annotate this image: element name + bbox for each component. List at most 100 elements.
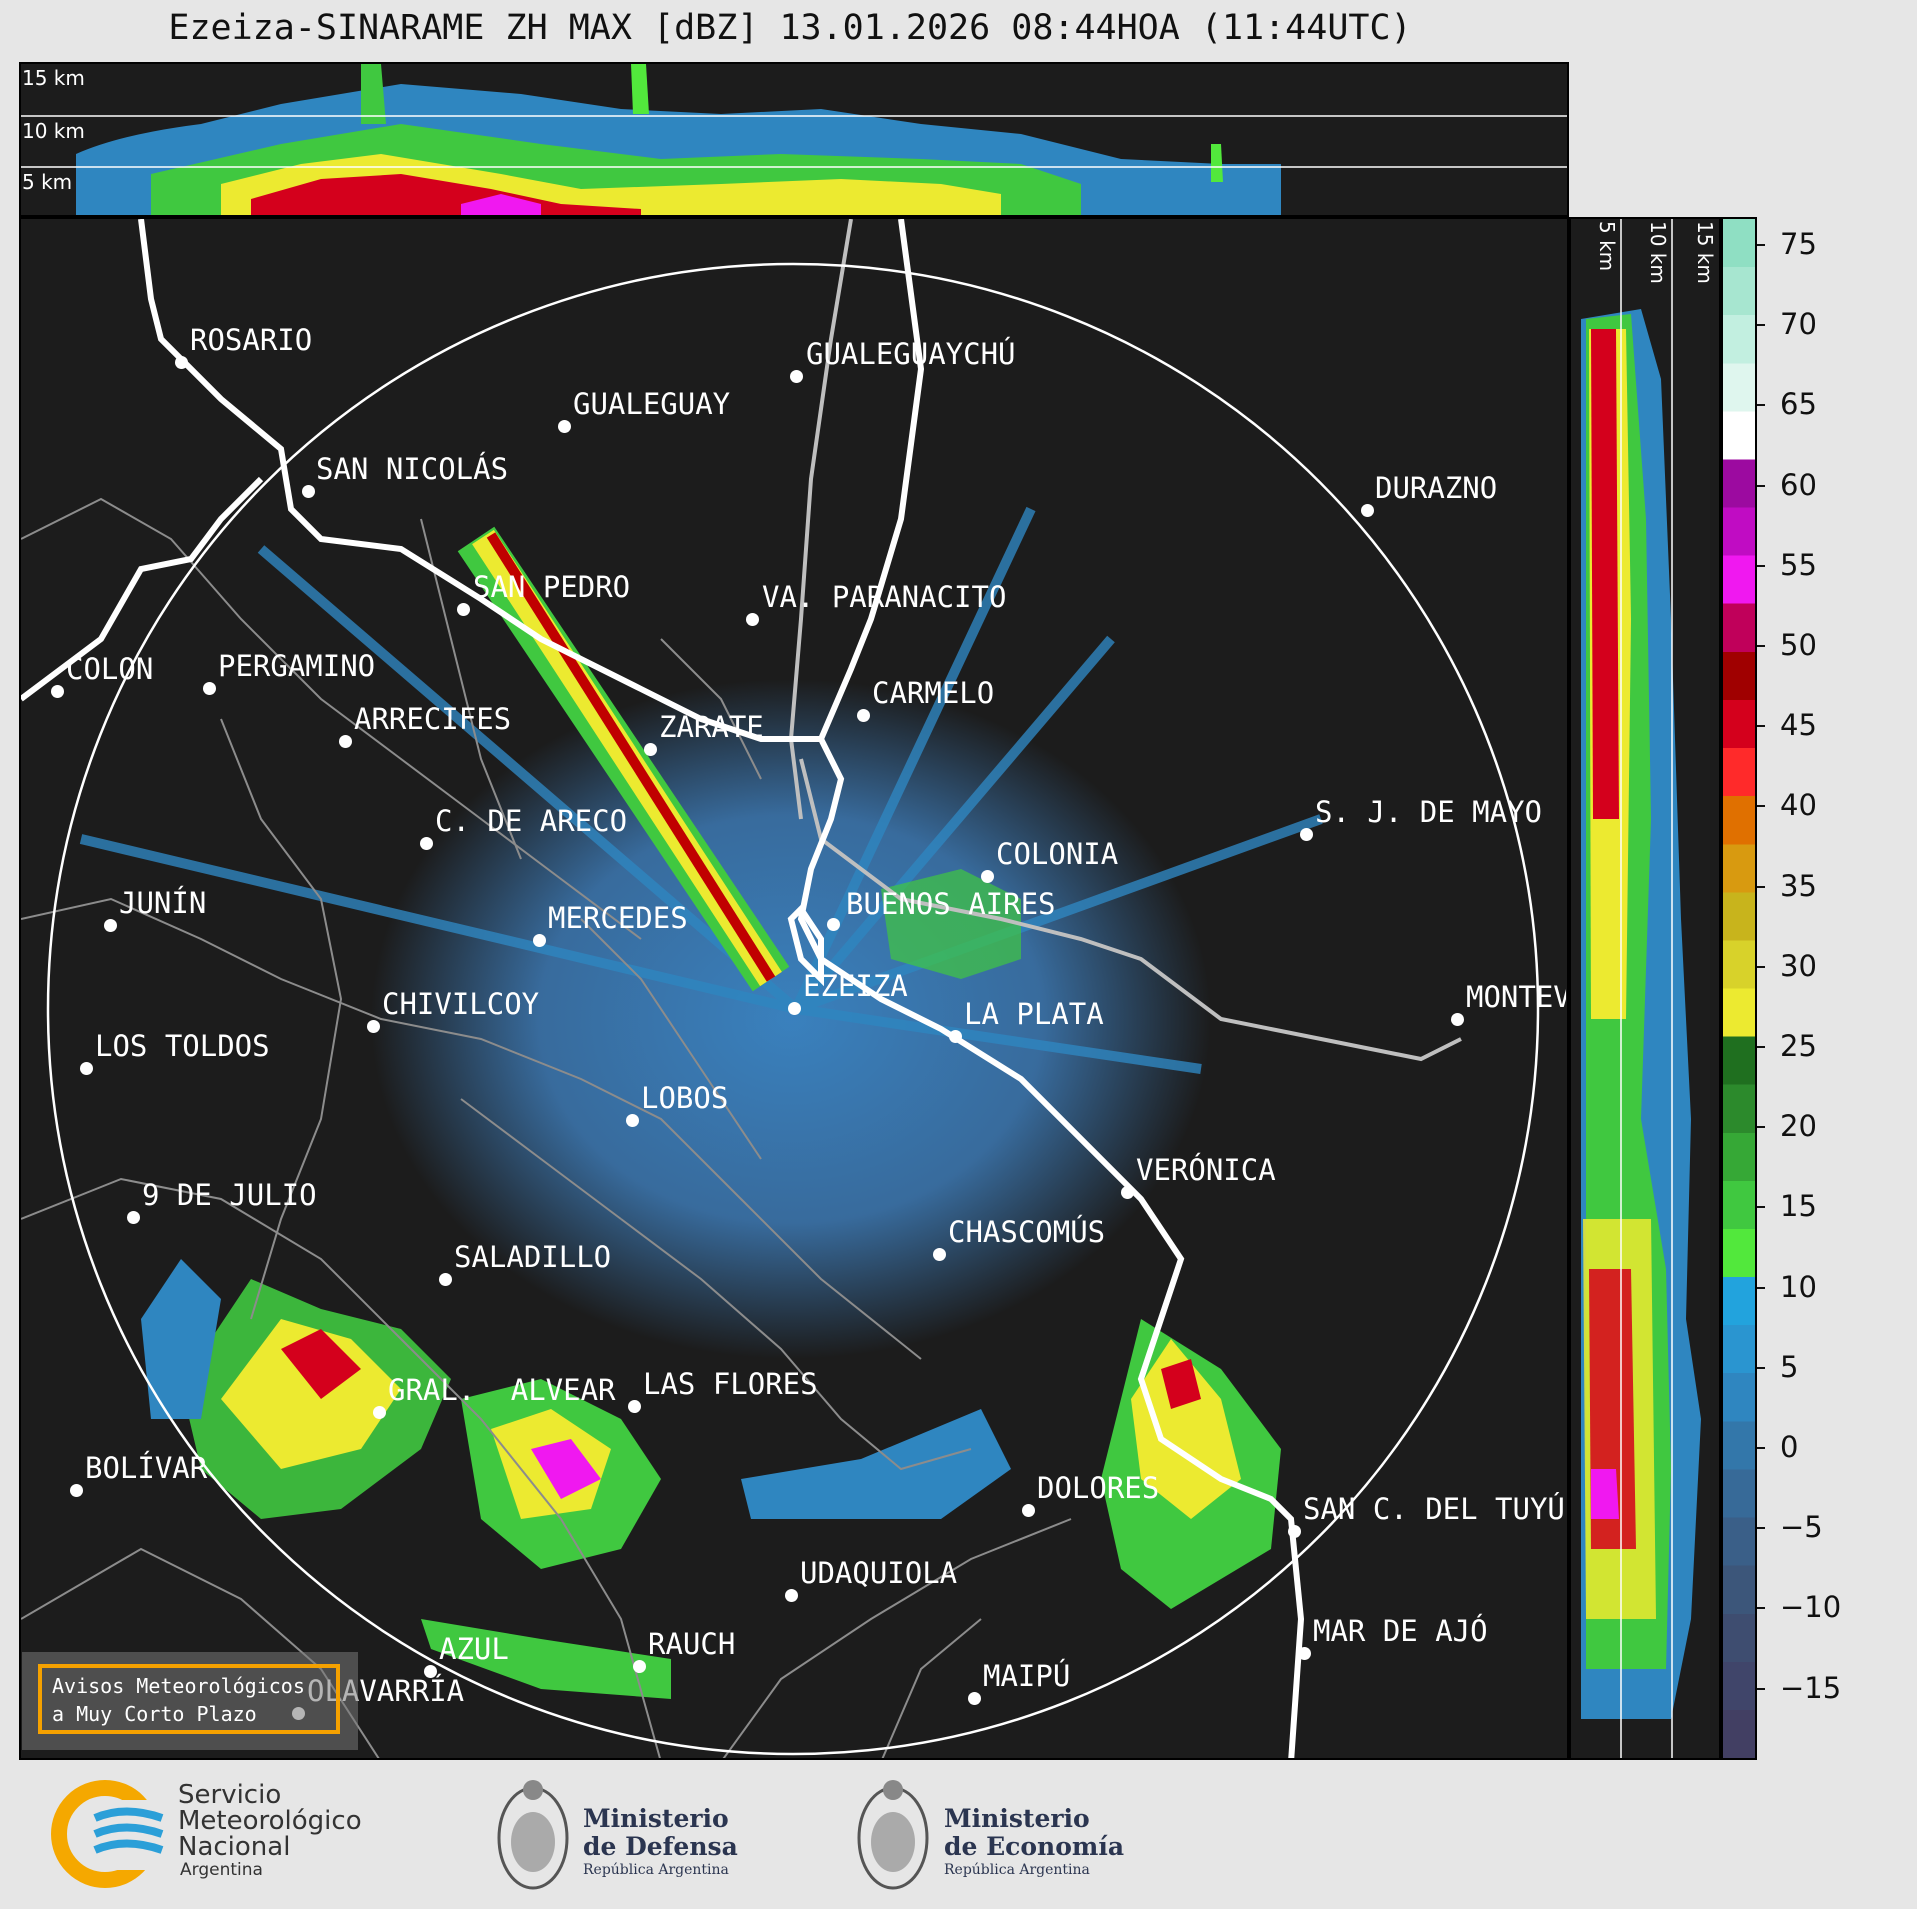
city-label-s-j-de-mayo: S. J. DE MAYO [1315, 795, 1542, 829]
city-label-bolivar: BOLÍVAR [85, 1451, 208, 1485]
colorbar-tick-label: −5 [1757, 1510, 1823, 1544]
city-label-carmelo: CARMELO [872, 676, 995, 710]
top-cross-section-echoes [21, 64, 1567, 215]
city-dot-pergamino [203, 682, 216, 695]
city-label-mercedes: MERCEDES [548, 901, 688, 935]
city-dot-colonia [981, 870, 994, 883]
city-dot-veronica [1121, 1186, 1134, 1199]
map-title: Ezeiza-SINARAME ZH MAX [dBZ] 13.01.2026 … [168, 8, 1412, 48]
side-cross-section: 5 km 10 km 15 km [1569, 217, 1721, 1760]
colorbar-tick-label: −10 [1756, 1590, 1841, 1624]
economia-shield-icon [857, 1780, 929, 1890]
smn-logo-icon [51, 1780, 170, 1888]
city-dot-colon [51, 685, 64, 698]
city-dot-arrecifes [339, 735, 352, 748]
city-label-gualeguay: GUALEGUAY [573, 387, 731, 421]
city-dot-los-toldos [80, 1062, 93, 1075]
smn-logo-text: Servicio Meteorológico Nacional Argentin… [178, 1780, 362, 1880]
city-label-ezeiza: EZEIZA [803, 969, 908, 1003]
city-dot-chascomus [933, 1248, 946, 1261]
footer-logos-graphics [51, 1780, 929, 1890]
city-dot-rosario [175, 356, 188, 369]
city-label-montevideo: MONTEVIDEO [1466, 980, 1566, 1014]
city-label-va-paranacito: VA. PARANACITO [762, 580, 1007, 614]
city-label-chascomus: CHASCOMÚS [948, 1215, 1106, 1249]
city-label-chivilcoy: CHIVILCOY [382, 987, 540, 1021]
colorbar-tick-label: 40 [1757, 788, 1817, 822]
range-ring [46, 262, 1540, 1756]
storm-cells [141, 869, 1281, 1699]
city-label-san-nicolas: SAN NICOLÁS [316, 452, 509, 486]
economia-logo-text: Ministerio de Economía República Argenti… [944, 1804, 1125, 1879]
city-label-maipu: MAIPÚ [983, 1659, 1071, 1693]
city-label-zarate: ZÁRATE [659, 710, 764, 744]
colorbar-tick-label: 10 [1757, 1270, 1817, 1304]
altitude-label-15: 15 km [22, 66, 85, 90]
city-dot-mercedes [533, 934, 546, 947]
side-altitude-label-10: 10 km [1646, 221, 1670, 284]
department-borders [21, 497, 1072, 1758]
aviso-link[interactable]: Avisos Meteorológicos a Muy Corto Plazo [38, 1664, 340, 1734]
city-label-las-flores: LAS FLORES [643, 1367, 818, 1401]
provincial-boundaries [21, 219, 1305, 1758]
side-altitude-label-15: 15 km [1693, 221, 1717, 284]
city-dot-la-plata [949, 1030, 962, 1043]
colorbar-tick-label: 75 [1757, 227, 1817, 261]
city-dot-dolores [1022, 1504, 1035, 1517]
side-altitude-label-5: 5 km [1595, 221, 1619, 272]
city-label-lobos: LOBOS [641, 1081, 729, 1115]
city-label-pergamino: PERGAMINO [218, 649, 376, 683]
top-cross-section: 15 km 10 km 5 km [19, 62, 1569, 217]
city-dot-montevideo [1451, 1013, 1464, 1026]
city-dot-carmelo [857, 709, 870, 722]
aviso-line-2: a Muy Corto Plazo [52, 1702, 257, 1726]
colorbar-tick-label: 5 [1756, 1350, 1798, 1384]
city-dot-maipu [968, 1692, 981, 1705]
city-label-c-de-areco: C. DE ARECO [435, 804, 628, 838]
colorbar-tick-label: 45 [1757, 708, 1817, 742]
city-dot-bolivar [70, 1484, 83, 1497]
defensa-shield-icon [497, 1780, 569, 1890]
city-dot-va-paranacito [746, 613, 759, 626]
city-label-colonia: COLONIA [996, 837, 1119, 871]
city-dot-las-flores [628, 1400, 641, 1413]
colorbar-tick-label: 50 [1757, 628, 1817, 662]
coastline-uruguay [799, 758, 1462, 1062]
colorbar-tick-label: −15 [1756, 1671, 1841, 1705]
city-label-9-de-julio: 9 DE JULIO [142, 1178, 317, 1212]
city-label-azul: AZUL [439, 1632, 509, 1666]
city-dot-ezeiza [788, 1002, 801, 1015]
city-dot-chivilcoy [367, 1020, 380, 1033]
city-label-rauch: RAUCH [648, 1627, 736, 1661]
city-label-durazno: DURAZNO [1375, 471, 1498, 505]
city-label-gral-alvear: GRAL. ALVEAR [388, 1373, 616, 1407]
city-dot-mar-de-ajo [1298, 1647, 1311, 1660]
altitude-label-5: 5 km [22, 170, 73, 194]
aviso-line-1: Avisos Meteorológicos [52, 1674, 305, 1698]
city-dot-lobos [626, 1114, 639, 1127]
city-label-saladillo: SALADILLO [454, 1240, 612, 1274]
city-dot-durazno [1361, 504, 1374, 517]
city-dot-s-j-de-mayo [1300, 828, 1313, 841]
city-label-junin: JUNÍN [119, 886, 207, 920]
city-dot-9-de-julio [127, 1211, 140, 1224]
city-dot-san-pedro [457, 603, 470, 616]
city-label-gualeguaychu: GUALEGUAYCHÚ [806, 337, 1016, 371]
defensa-logo-text: Ministerio de Defensa República Argentin… [583, 1804, 738, 1879]
colorbar-tick-label: 20 [1757, 1109, 1817, 1143]
aviso-box[interactable]: Avisos Meteorológicos a Muy Corto Plazo [22, 1652, 358, 1750]
city-dot-gral-alvear [373, 1406, 386, 1419]
colorbar-tick-label: 55 [1757, 548, 1817, 582]
colorbar-tick-label: 70 [1757, 307, 1817, 341]
city-label-colon: COLON [66, 652, 154, 686]
city-dot-c-de-areco [420, 837, 433, 850]
colorbar-tick-label: 30 [1757, 949, 1817, 983]
city-dot-san-nicolas [302, 485, 315, 498]
city-label-mar-de-ajo: MAR DE AJÓ [1313, 1614, 1488, 1648]
city-dot-azul [424, 1665, 437, 1678]
colorbar-tick-label: 15 [1757, 1189, 1817, 1223]
colorbar-tick-label: 65 [1757, 387, 1817, 421]
city-label-la-plata: LA PLATA [964, 997, 1104, 1031]
colorbar-tick-label: 0 [1756, 1430, 1798, 1464]
city-dot-rauch [633, 1660, 646, 1673]
